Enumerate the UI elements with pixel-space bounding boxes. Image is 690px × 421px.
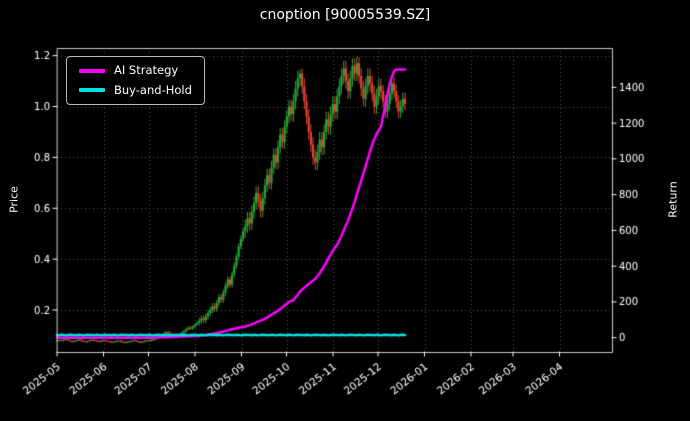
legend-label-buy-and-hold: Buy-and-Hold — [114, 82, 192, 97]
return-axis-label: Return — [666, 181, 680, 218]
chart-title: cnoption [90005539.SZ] — [259, 7, 431, 23]
legend: AI Strategy Buy-and-Hold — [66, 56, 205, 105]
legend-item-buy-and-hold: Buy-and-Hold — [79, 82, 192, 97]
legend-item-ai-strategy: AI Strategy — [79, 63, 192, 77]
price-axis-label: Price — [7, 186, 21, 213]
legend-swatch-buy-and-hold-line — [79, 88, 105, 93]
legend-swatch-ai-strategy-line — [79, 68, 105, 73]
legend-label-ai-strategy: AI Strategy — [114, 63, 179, 77]
